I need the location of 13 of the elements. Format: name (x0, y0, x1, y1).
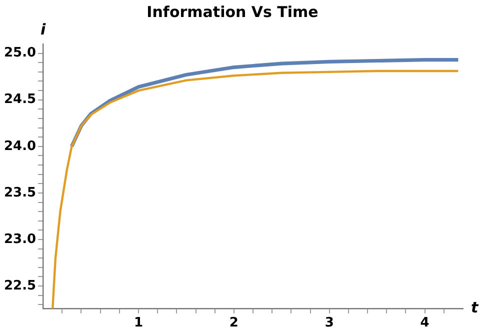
y-axis-title: i (40, 20, 46, 38)
x-tick-label: 2 (229, 316, 238, 331)
x-tick-label: 1 (134, 316, 144, 331)
y-tick-label: 22.5 (4, 278, 36, 294)
x-tick-label: 3 (324, 316, 334, 331)
y-tick-label: 23.0 (4, 232, 36, 247)
y-tick-label: 25.0 (4, 46, 36, 61)
chart-title: Information Vs Time (146, 2, 318, 21)
y-tick-label: 24.5 (4, 92, 36, 108)
x-tick-label: 4 (420, 316, 430, 331)
y-tick-label: 24.0 (4, 138, 36, 154)
x-axis-title: t (471, 298, 479, 316)
y-tick-label: 23.5 (4, 185, 36, 200)
